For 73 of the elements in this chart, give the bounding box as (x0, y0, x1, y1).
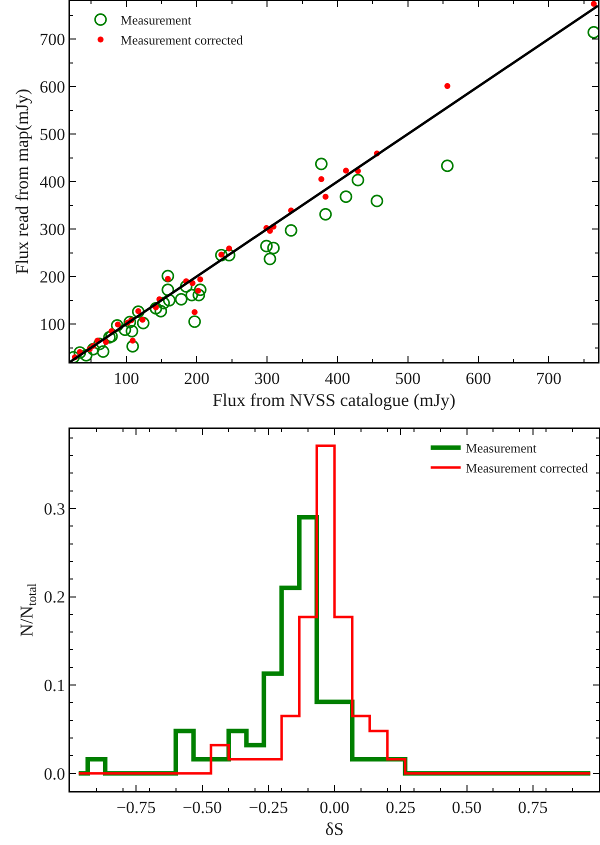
point (215, 248, 228, 262)
point (264, 252, 276, 266)
legend-label: Measurement (120, 12, 192, 28)
x-tick-label: 500 (395, 368, 421, 388)
point (118, 323, 132, 336)
y-tick-label: 0.2 (44, 588, 66, 607)
x-tick-label: −0.50 (182, 798, 222, 817)
point (322, 194, 329, 200)
y-tick-label: 600 (40, 77, 66, 96)
x-tick-label: 400 (324, 368, 350, 388)
point (102, 339, 109, 346)
point (150, 302, 162, 315)
point (222, 248, 236, 262)
y-tick-label: 100 (40, 314, 66, 334)
x-axis-title: δS (325, 818, 344, 839)
point (192, 309, 198, 316)
point (96, 345, 110, 358)
legend-label: Measurement (466, 440, 537, 456)
point (226, 245, 232, 252)
point (197, 276, 204, 282)
point (185, 288, 198, 302)
point (315, 158, 328, 170)
x-tick-label: 600 (466, 368, 492, 388)
point (319, 208, 332, 221)
point (188, 315, 201, 328)
point (74, 346, 86, 359)
x-tick-label: 300 (254, 368, 280, 388)
point (110, 319, 124, 332)
x-tick-label: −0.75 (116, 798, 156, 817)
point (162, 270, 174, 282)
y-tick-label: 400 (40, 172, 66, 192)
point (260, 240, 273, 252)
point (370, 194, 384, 208)
point (192, 288, 206, 302)
point (194, 284, 207, 296)
x-tick-label: 200 (184, 368, 210, 388)
point (126, 340, 139, 353)
point (130, 338, 136, 344)
legend-label: Measurement corrected (120, 32, 244, 48)
point (342, 168, 349, 174)
point (126, 324, 138, 338)
point (352, 174, 364, 186)
point (162, 294, 176, 307)
point (124, 316, 136, 328)
point (80, 349, 92, 362)
legend-label: Measurement corrected (466, 460, 589, 476)
y-tick-label: 0.1 (44, 676, 66, 695)
x-tick-label: 0.50 (452, 798, 482, 817)
point (154, 304, 168, 318)
y-tick-label: 300 (40, 220, 66, 239)
x-tick-label: 700 (536, 368, 562, 388)
y-axis-title: Flux read from map(mJy) (12, 88, 32, 274)
y-tick-label: 200 (40, 267, 66, 286)
point (267, 242, 280, 254)
point (590, 1, 597, 7)
point (174, 293, 188, 306)
x-tick-label: 0.25 (386, 798, 416, 817)
x-tick-label: 100 (114, 368, 140, 388)
y-tick-label: 700 (40, 30, 66, 49)
point (284, 224, 298, 237)
x-tick-label: 0.00 (320, 798, 350, 817)
y-tick-label: 500 (40, 124, 66, 144)
x-tick-label: 0.75 (518, 798, 548, 817)
point (444, 83, 450, 90)
point (340, 190, 352, 203)
x-tick-label: −0.25 (248, 798, 288, 817)
point (318, 176, 324, 182)
point (132, 305, 145, 318)
y-tick-label: 0.3 (44, 499, 66, 518)
y-tick-label: 0.0 (44, 764, 66, 784)
point (136, 316, 150, 330)
point (441, 160, 454, 172)
x-axis-title: Flux from NVSS catalogue (mJy) (212, 390, 456, 410)
